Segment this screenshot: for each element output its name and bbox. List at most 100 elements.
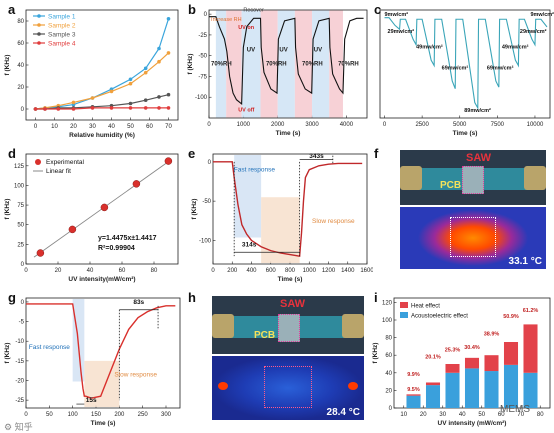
y-tick-label: 125 [14,164,25,170]
data-point [128,77,133,82]
annotation-70rh: 70%RH [266,62,287,68]
annotation-70rh: 70%RH [211,62,232,68]
x-tick-label: 200 [114,412,125,418]
annotation-intensity: 69mw/cm² [442,64,469,71]
data-point [128,106,133,110]
panel-letter-f: f [374,146,379,161]
hotspot-right [348,382,358,390]
y-axis-label: f (KHz) [191,199,198,220]
bar-acoustoelectric [464,368,480,408]
y-tick-label: 0 [21,107,25,113]
bar-heat [484,355,499,372]
data-point [71,100,76,105]
bar-acoustoelectric [406,395,421,408]
bar-percent-label: 30.4% [464,345,480,351]
y-tick-label: -20 [15,379,24,385]
x-tick-label: 1000 [237,122,251,128]
saw-chip [462,166,484,194]
y-axis-label: f (KHz) [4,199,11,220]
x-tick-label: 200 [227,268,238,274]
y-axis-label: f (KHz) [4,343,11,364]
y-tick-label: 0 [204,12,208,18]
bar-percent-label: 50.9% [503,314,519,320]
y-axis-label: f (KHz) [372,343,379,364]
bar-heat [425,382,441,386]
data-point [143,70,148,75]
bar-percent-label: 9.9% [407,372,420,378]
x-tick-label: 30 [439,412,446,418]
legend-marker [37,14,41,18]
x-axis-label: Time (s) [276,130,301,137]
y-tick-label: 80 [385,336,392,342]
bar-percent-label: 20.1% [425,354,441,360]
annotation-intensity: 29mw/cm² [388,28,415,35]
panel-letter-g: g [8,290,16,305]
y-tick-label: 60 [17,41,24,47]
legend-label: Acoustoelectric effect [411,314,468,320]
thermal-box [264,366,312,408]
annotation-83s: 83s [133,299,144,306]
annotation-uv: UV [314,48,322,54]
data-point [157,46,161,51]
series-line [213,161,363,257]
panel-letter-b: b [188,2,196,17]
bar-heat [523,324,538,373]
y-tick-label: 0 [389,406,393,412]
y-tick-label: 0 [21,262,25,268]
bar-acoustoelectric [503,364,519,408]
x-tick-label: 1400 [341,268,355,274]
x-tick-label: 4000 [340,122,354,128]
data-point [166,51,171,55]
x-tick-label: 600 [266,268,277,274]
pcb-label: PCB [440,180,462,191]
x-tick-label: 30 [89,124,96,130]
annotation-intensity: 49mw/cm² [416,44,443,51]
data-point [100,203,109,212]
annotation-uv-on: UV on [238,25,255,31]
x-tick-label: 1000 [303,268,317,274]
x-tick-label: 50 [478,412,485,418]
annotation-314s: 314s [242,242,257,249]
x-tick-label: 2500 [415,122,429,128]
legend-swatch [400,302,408,308]
thermal-box [450,217,496,257]
annotation-fast: Fast response [234,166,276,173]
band-uv [329,10,343,118]
annotation-uv-off: UV off [238,107,254,113]
y-tick-label: 20 [17,85,24,91]
y-tick-label: -15 [15,359,24,365]
x-tick-label: 7500 [491,122,505,128]
annotation-slow: Slow response [114,372,157,379]
chart-a-humidity: 0 10 20 30 40 50 60 70 0 20 40 60 80 Relative humidit… [4,9,179,139]
x-tick-label: 1600 [360,268,373,274]
x-tick-label: 1200 [322,268,336,274]
saw-chip [278,314,300,342]
y-tick-label: 100 [382,318,393,324]
bar-heat [445,364,460,373]
plot-frame [25,153,179,265]
annotation-70rh: 70%RH [338,62,359,68]
x-axis-label: Time (s) [453,130,478,137]
x-tick-label: 70 [517,412,524,418]
x-tick-label: 70 [165,124,172,130]
legend-marker [37,41,41,45]
panel-h-thermal-image: 28.4 °C [212,356,364,420]
chart-c-uv-intensity-steps: 0 2500 5000 7500 10000 Time (s) 9mw/cm² 29mw/cm… [379,9,554,137]
data-point [109,106,114,110]
data-point [143,106,148,110]
panel-letter-c: c [374,2,382,17]
bar-percent-label: 9.5% [407,387,420,393]
plot-frame [208,9,368,119]
legend-marker [35,159,41,165]
plot-frame [379,9,551,119]
legend-label: Sample 1 [48,14,76,21]
annotation-intensity: 69mw/cm² [487,64,514,71]
x-tick-label: 40 [108,124,115,130]
bar-percent-label: 38.9% [484,332,500,338]
x-axis-label: UV intensity(mW/cm²) [68,276,135,283]
x-tick-label: 150 [91,412,102,418]
data-point [166,106,171,110]
bar-heat [406,394,421,396]
x-tick-label: 10000 [527,122,544,128]
chart-e-response: 0 200 400 600 800 1000 1200 1400 1600 0 -50 -100 Tim… [191,153,373,283]
